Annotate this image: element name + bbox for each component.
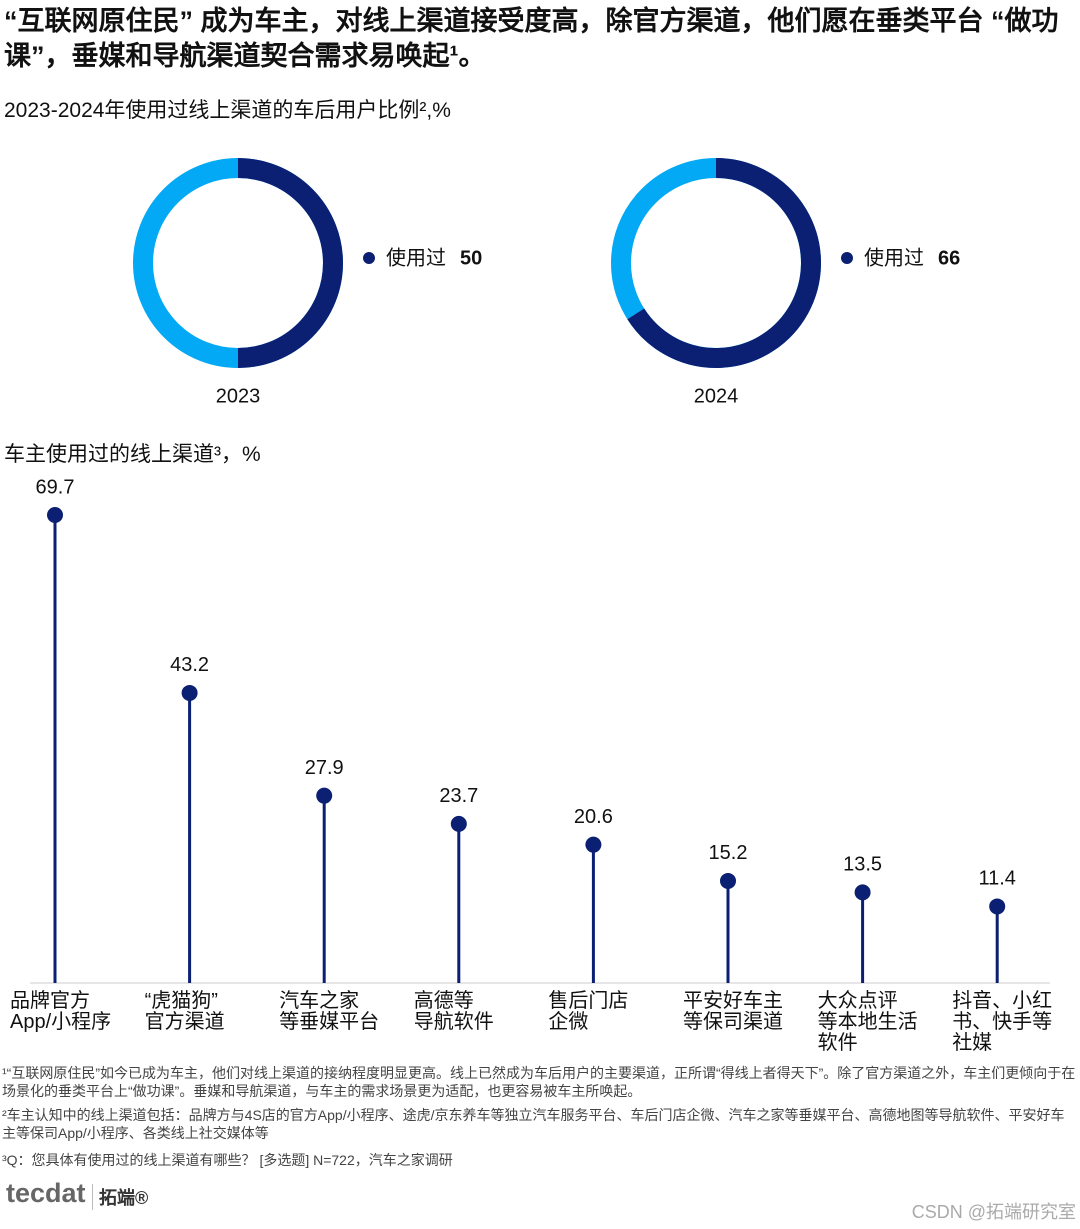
page-title: “互联网原住民” 成为车主，对线上渠道接受度高，除官方渠道，他们愿在垂类平台 “… (4, 6, 1059, 71)
legend-marker (363, 252, 375, 264)
dot (720, 872, 736, 889)
dot (989, 898, 1006, 915)
data-label: 69.7 (36, 476, 75, 498)
footnote: ¹“互联网原住民”如今已成为车主，他们对线上渠道的接纳程度明显更高。线上已然成为… (2, 1065, 1076, 1099)
x-tick-label: 售后门店 企微 (548, 990, 629, 1033)
x-tick-label: 平安好车主 等保司渠道 (683, 990, 783, 1033)
donut-segment (627, 158, 821, 368)
footnote: ³Q：您具体有使用过的线上渠道有哪些？ [多选题] N=722，汽车之家调研 (2, 1152, 453, 1168)
pie-label: 2023 (216, 385, 261, 407)
x-tick-label: 高德等 导航软件 (413, 990, 494, 1033)
dot (181, 684, 198, 701)
logo-mark: tecdat (6, 1178, 86, 1208)
subtitle: 2023-2024年使用过线上渠道的车后用户比例²,% (4, 99, 451, 122)
dot (450, 815, 467, 832)
x-tick-label: “虎猫狗” 官方渠道 (144, 990, 225, 1033)
dot (854, 884, 871, 901)
legend-marker (841, 252, 853, 264)
x-tick-label: 抖音、小红 书、快手等 社媒 (952, 990, 1053, 1054)
data-label: 23.7 (439, 785, 478, 807)
legend-label: 使用过 (864, 246, 924, 269)
dot (47, 507, 63, 524)
data-label: 13.5 (843, 854, 882, 876)
data-label: 50 (460, 247, 482, 269)
chart-title: 车主使用过的线上渠道³，% (4, 443, 261, 466)
data-label: 20.6 (574, 806, 613, 828)
x-tick-label: 汽车之家 等垂媒平台 (279, 990, 380, 1033)
x-tick-label: 品牌官方 App/小程序 (10, 990, 112, 1033)
donut-segment (237, 158, 343, 368)
dot (316, 787, 333, 804)
dot (585, 836, 602, 853)
data-label: 43.2 (170, 654, 209, 676)
data-label: 11.4 (978, 868, 1015, 890)
legend-label: 使用过 (386, 246, 446, 269)
logo-brand: 拓端® (92, 1184, 148, 1210)
data-label: 66 (938, 247, 960, 269)
pie-label: 2024 (694, 385, 739, 407)
footnote: ²车主认知中的线上渠道包括：品牌方与4S店的官方App/小程序、途虎/京东养车等… (2, 1107, 1065, 1141)
x-tick-label: 大众点评 等本地生活 软件 (817, 990, 918, 1054)
watermark: CSDN @拓端研究室 (911, 1202, 1076, 1222)
data-label: 27.9 (305, 757, 344, 779)
data-label: 15.2 (709, 842, 748, 864)
